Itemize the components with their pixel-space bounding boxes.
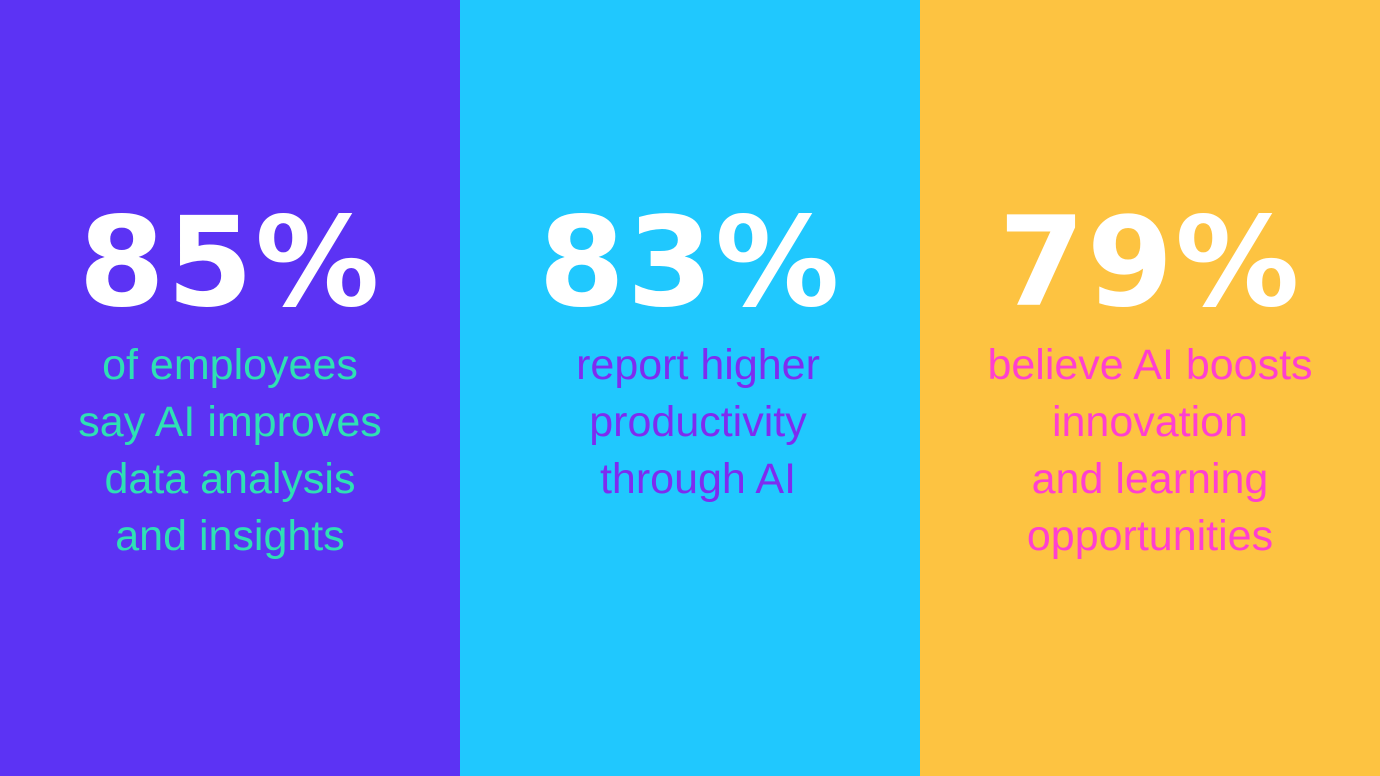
description-line: of employees (102, 341, 358, 389)
description-line: innovation (1051, 398, 1249, 446)
description-line: data analysis (104, 455, 356, 503)
stat-description: believe AI boosts innovation and learnin… (920, 337, 1380, 565)
stat-description: of employees say AI improves data analys… (0, 337, 460, 565)
stat-value: 83% (538, 191, 842, 335)
description-line: opportunities (1026, 512, 1274, 560)
description-line: productivity (589, 398, 807, 446)
stat-value: 85% (78, 191, 382, 335)
description-line: report higher (576, 341, 820, 389)
description-line: and learning (1031, 455, 1269, 503)
stat-panel: 83% report higher productivity through A… (460, 0, 920, 776)
description-line: and insights (115, 512, 345, 560)
description-line: believe AI boosts (987, 341, 1313, 389)
description-line: say AI improves (78, 398, 382, 446)
stat-panel: 79% believe AI boosts innovation and lea… (920, 0, 1380, 776)
stat-panel: 85% of employees say AI improves data an… (0, 0, 460, 776)
stat-value: 79% (998, 191, 1302, 335)
stat-description: report higher productivity through AI (468, 337, 928, 508)
description-line: through AI (599, 455, 797, 503)
